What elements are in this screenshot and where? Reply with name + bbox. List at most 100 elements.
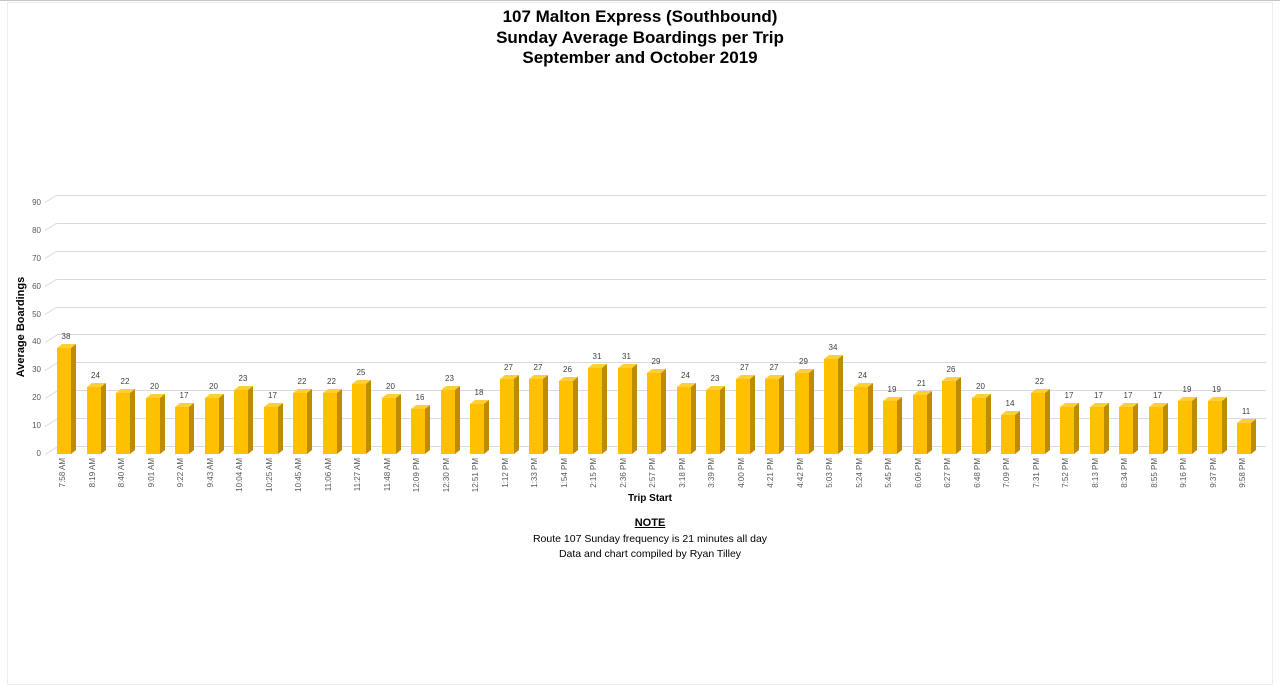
bar-side-face: [985, 393, 991, 454]
y-tick-label: 0: [36, 449, 41, 458]
bar-value-label: 17: [1064, 390, 1074, 400]
bar-top-face: [352, 379, 371, 384]
x-tick-label: 9:37 PM: [1208, 458, 1218, 488]
x-tick-label: 9:58 PM: [1238, 458, 1247, 488]
x-tick-label: 3:18 PM: [677, 458, 687, 488]
bar: [57, 343, 76, 454]
gridline: [57, 278, 1266, 280]
bar-top-face: [912, 390, 932, 395]
bar: [1001, 410, 1020, 454]
bar: [116, 388, 135, 454]
x-tick-label: 4:21 PM: [766, 458, 775, 488]
bar: [1207, 396, 1227, 454]
bar-top-face: [204, 393, 224, 398]
bar-front-face: [558, 380, 573, 454]
x-tick-label: 8:55 PM: [1149, 458, 1159, 488]
x-tick-label: 11:48 AM: [382, 458, 392, 492]
bar-top-face: [794, 368, 814, 373]
bar-front-face: [322, 392, 337, 454]
bar-top-face: [1060, 402, 1079, 407]
x-tick-label: 12:30 PM: [441, 458, 451, 493]
gridline-depth-segment: [44, 446, 58, 455]
x-tick-label: 1:12 PM: [500, 458, 510, 488]
gridline: [57, 194, 1266, 196]
x-tick-label: 11:27 AM: [353, 458, 362, 492]
bar-value-label: 24: [681, 370, 690, 380]
gridline-depth-segment: [44, 222, 58, 232]
bar-side-face: [779, 374, 784, 454]
bar-top-face: [234, 385, 253, 390]
bar: [1089, 402, 1109, 454]
x-tick-label: 12:09 PM: [412, 458, 421, 493]
bar: [293, 388, 312, 454]
bar-top-face: [824, 354, 843, 359]
gridline: [57, 222, 1266, 224]
bar-top-face: [322, 388, 342, 393]
bar: [234, 385, 253, 454]
bar-side-face: [690, 382, 696, 454]
bar-front-face: [971, 397, 986, 454]
bar: [912, 390, 932, 454]
bar-value-label: 29: [651, 356, 661, 366]
chart-title-line-3: September and October 2019: [522, 48, 758, 67]
bar-side-face: [956, 376, 961, 454]
gridline: [57, 250, 1266, 252]
bar-front-face: [352, 383, 366, 454]
bar: [529, 374, 548, 454]
y-tick-label: 90: [32, 197, 41, 207]
bar: [411, 404, 430, 454]
bar-front-face: [883, 400, 897, 454]
y-tick-label: 80: [32, 225, 41, 235]
bar-front-face: [411, 408, 425, 454]
x-tick-label: 5:03 PM: [825, 458, 834, 488]
bar-value-label: 23: [710, 373, 720, 383]
bar-side-face: [720, 385, 725, 454]
bar-value-label: 17: [1153, 390, 1162, 400]
bar-value-label: 17: [179, 390, 189, 400]
bar-side-face: [248, 385, 253, 454]
x-tick-label: 6:27 PM: [943, 458, 952, 488]
y-tick-label: 40: [32, 337, 41, 347]
bar-front-face: [1030, 392, 1045, 454]
bar-front-face: [1089, 406, 1104, 454]
bar-side-face: [631, 363, 637, 454]
bar: [1237, 418, 1256, 454]
x-tick-label: 8:40 AM: [117, 458, 126, 488]
bar-top-face: [1178, 396, 1197, 401]
bar-front-face: [942, 380, 956, 454]
bar: [706, 385, 725, 454]
bar: [617, 363, 637, 454]
bar-top-face: [470, 399, 489, 404]
bar-side-face: [1015, 410, 1020, 454]
x-tick-label: 7:09 PM: [1002, 458, 1011, 488]
bar-top-face: [440, 385, 460, 390]
bar-top-face: [293, 388, 312, 393]
bar-side-face: [454, 385, 460, 454]
bar-side-face: [602, 363, 607, 454]
bar-front-face: [588, 367, 602, 454]
x-tick-label: 7:52 PM: [1061, 458, 1070, 488]
bar-value-label: 27: [504, 362, 513, 372]
gridline-depth-segment: [44, 278, 58, 288]
bar-front-face: [706, 389, 720, 454]
bar-value-label: 20: [209, 381, 218, 391]
x-tick-label: 10:45 AM: [294, 458, 303, 492]
x-tick-label: 5:24 PM: [854, 458, 864, 488]
gridline-depth-segment: [44, 306, 58, 315]
bar-value-label: 29: [799, 356, 808, 366]
bar-front-face: [1237, 422, 1251, 454]
bar-front-face: [1001, 414, 1015, 454]
bar: [735, 374, 755, 454]
x-tick-label: 9:01 AM: [146, 458, 156, 488]
bar-front-face: [293, 392, 307, 454]
bar-top-face: [1119, 402, 1138, 407]
bar-value-label: 23: [238, 373, 248, 383]
bar-side-face: [749, 374, 755, 454]
bar: [204, 393, 224, 454]
bar-side-face: [425, 404, 430, 454]
bar-top-face: [529, 374, 548, 379]
bar-top-face: [116, 388, 135, 393]
gridline-depth-segment: [44, 250, 58, 260]
x-tick-label: 2:36 PM: [618, 458, 628, 488]
bar-top-face: [263, 402, 283, 407]
